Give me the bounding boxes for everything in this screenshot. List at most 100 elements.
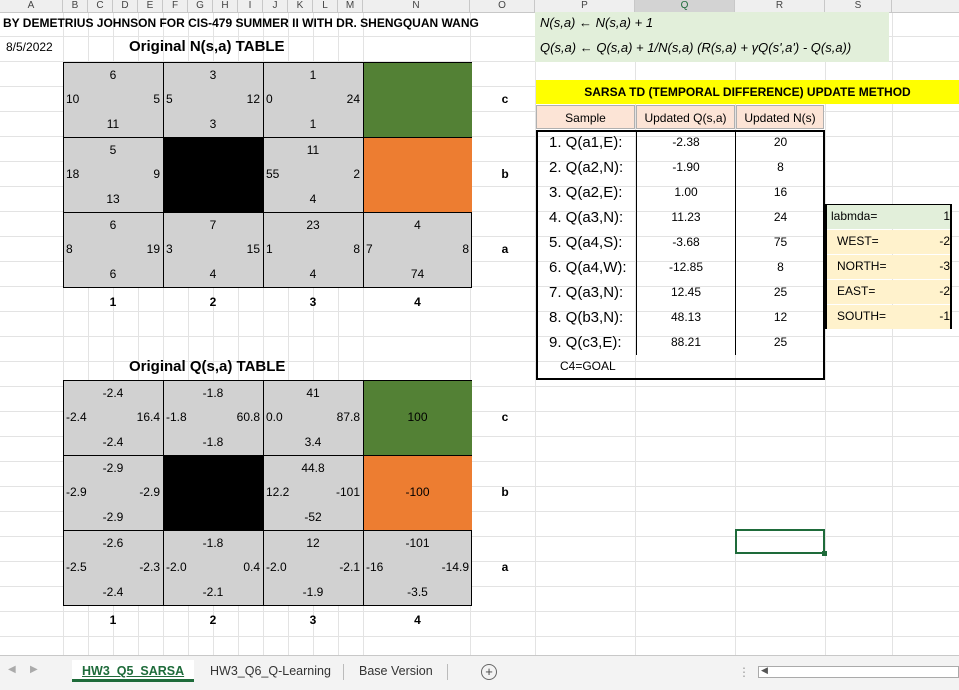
tab-hw3-q5-sarsa[interactable]: HW3_Q5_SARSA [72, 660, 195, 682]
column-header-r[interactable]: R [735, 0, 825, 12]
n-table-a2-top-value: 7 [209, 218, 217, 232]
sarsa-row-2-col-0: 2. Q(a2,N): [549, 159, 624, 176]
sarsa-row-9-col-0: 9. Q(c3,E): [549, 334, 622, 351]
n-table-a4-bottom-value: 74 [410, 267, 425, 281]
n-table-b3-top-value: 11 [306, 143, 320, 157]
q-table-c4-value: 100 [407, 410, 428, 424]
q-table-grid-line [263, 380, 264, 605]
sarsa-title-bar [536, 80, 959, 104]
sarsa-column-divider [636, 130, 637, 355]
n-table-c2-bottom-value: 3 [209, 117, 217, 131]
q-table-goal-cell [364, 381, 472, 455]
horizontal-scrollbar[interactable]: ◀ [758, 665, 959, 678]
scroll-left-icon[interactable]: ◀ [761, 665, 768, 675]
sarsa-row-4-col-0: 4. Q(a3,N): [549, 209, 624, 226]
column-header-g[interactable]: G [188, 0, 213, 12]
formula-n-update: N(s,a) ← N(s,a) + 1 [540, 15, 654, 30]
column-header-f[interactable]: F [163, 0, 188, 12]
n-table-col-label-2: 2 [209, 295, 217, 309]
q-table-a1-top-value: -2.6 [102, 536, 124, 550]
parameter-label-3: EAST= [837, 284, 876, 298]
n-table-c2-top-value: 3 [209, 68, 217, 82]
column-header-i[interactable]: I [238, 0, 263, 12]
q-table-c3-bottom-value: 3.4 [304, 435, 322, 449]
sarsa-row-3-col-0: 3. Q(a2,E): [549, 184, 623, 201]
n-table-a2-left-value: 3 [166, 242, 173, 256]
column-header-p[interactable]: P [535, 0, 635, 12]
sarsa-row-6-col-0: 6. Q(a4,W): [549, 259, 627, 276]
sarsa-row-1-col-0: 1. Q(a1,E): [549, 134, 623, 151]
fill-handle[interactable] [822, 551, 827, 556]
parameter-value-4: -1 [939, 309, 950, 323]
column-header-n[interactable]: N [363, 0, 470, 12]
n-table-c3-bottom-value: 1 [309, 117, 317, 131]
n-table-c1-left-value: 10 [66, 92, 80, 106]
tab-hw3-q6-q-learning[interactable]: HW3_Q6_Q-Learning [210, 664, 331, 678]
sarsa-row-7-col-2: 25 [773, 285, 788, 299]
q-table-grid-line [63, 455, 472, 456]
q-table-col-label-2: 2 [209, 613, 217, 627]
sarsa-column-divider [735, 130, 736, 355]
sarsa-row-3-col-1: 1.00 [674, 185, 698, 199]
q-table-row-label-c: c [501, 410, 509, 424]
q-table-b1-left-value: -2.9 [66, 485, 87, 499]
n-table-a3-bottom-value: 4 [309, 267, 317, 281]
tab-scroll-left-icon[interactable]: ◀ [8, 664, 16, 675]
sarsa-row-7-col-0: 7. Q(a3,N): [549, 284, 624, 301]
n-table-goal-cell [364, 63, 472, 137]
column-header-e[interactable]: E [138, 0, 163, 12]
n-table-c1-right-value: 5 [153, 92, 160, 106]
selected-cell[interactable] [735, 529, 825, 554]
column-header-k[interactable]: K [288, 0, 313, 12]
n-table-a2-bottom-value: 4 [209, 267, 217, 281]
column-header-l[interactable]: L [313, 0, 338, 12]
q-table-row-label-b: b [501, 485, 509, 499]
parameter-value-0: 1 [943, 209, 950, 223]
column-header-m[interactable]: M [338, 0, 363, 12]
tab-scroll-right-icon[interactable]: ▶ [30, 664, 38, 675]
sarsa-row-4-col-2: 24 [773, 210, 788, 224]
goal-note: C4=GOAL [560, 359, 616, 373]
column-header-s[interactable]: S [825, 0, 892, 12]
column-header-h[interactable]: H [213, 0, 238, 12]
q-table-a4-top-value: -101 [405, 536, 430, 550]
q-table-c2-top-value: -1.8 [202, 386, 224, 400]
q-table-a3-right-value: -2.1 [339, 560, 360, 574]
n-table-a1-right-value: 19 [146, 242, 160, 256]
n-table-b3-bottom-value: 4 [309, 192, 317, 206]
column-header-a[interactable]: A [0, 0, 63, 12]
q-table-a2-top-value: -1.8 [202, 536, 224, 550]
q-table-b1-top-value: -2.9 [102, 461, 124, 475]
n-table-a1-left-value: 8 [66, 242, 73, 256]
q-table-b4-value: -100 [405, 485, 430, 499]
parameter-value-3: -2 [939, 284, 950, 298]
n-table-col-label-1: 1 [109, 295, 117, 309]
sarsa-row-2-col-2: 8 [777, 160, 784, 174]
tab-base-version[interactable]: Base Version [359, 664, 433, 678]
column-header-b[interactable]: B [63, 0, 88, 12]
sarsa-row-8-col-1: 48.13 [670, 310, 702, 324]
parameter-row-bg [827, 255, 950, 279]
column-header-d[interactable]: D [113, 0, 138, 12]
add-sheet-icon[interactable]: + [481, 664, 497, 680]
sarsa-row-9-col-1: 88.21 [670, 335, 702, 349]
parameter-row-bg [827, 305, 950, 329]
parameter-label-1: WEST= [837, 234, 879, 248]
sarsa-row-6-col-2: 8 [777, 260, 784, 274]
sarsa-row-1-col-2: 20 [773, 135, 788, 149]
sarsa-table-border [536, 130, 825, 380]
more-options-icon[interactable]: ⋮ [738, 665, 750, 679]
sarsa-row-6-col-1: -12.85 [668, 260, 704, 274]
sarsa-row-8-col-0: 8. Q(b3,N): [549, 309, 624, 326]
sarsa-header-2: Updated N(s) [736, 105, 824, 129]
q-table-b3-right-value: -101 [335, 485, 360, 499]
column-header-c[interactable]: C [88, 0, 113, 12]
column-header-o[interactable]: O [470, 0, 535, 12]
column-header-j[interactable]: J [263, 0, 288, 12]
n-table-c2-right-value: 12 [246, 92, 260, 106]
tab-divider [343, 664, 344, 680]
q-table-c1-left-value: -2.4 [66, 410, 87, 424]
column-header-q[interactable]: Q [635, 0, 735, 12]
sheet-tab-bar: ◀ ▶ HW3_Q5_SARSA HW3_Q6_Q-Learning Base … [0, 655, 959, 690]
